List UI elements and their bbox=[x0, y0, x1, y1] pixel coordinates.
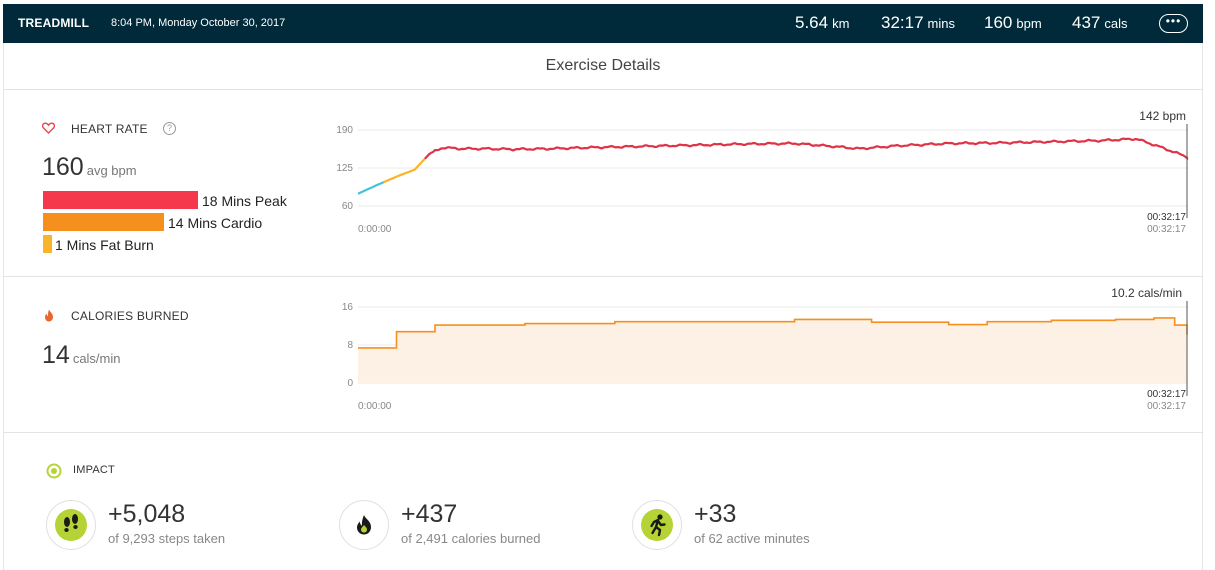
cal-y-tick: 16 bbox=[342, 302, 354, 313]
impact-label: IMPACT bbox=[73, 464, 115, 476]
heart-rate-chart[interactable]: 190 125 60 142 bpm 00:32:17 0:00:00 00:3… bbox=[330, 106, 1200, 236]
active-minutes-impact-value: +33 bbox=[694, 500, 737, 528]
steps-badge bbox=[46, 500, 96, 550]
more-options-icon[interactable]: ••• bbox=[1159, 14, 1188, 33]
heart-rate-stat: 160 bpm bbox=[984, 13, 1042, 33]
hr-y-tick: 60 bbox=[342, 201, 354, 212]
cal-x-start-label: 0:00:00 bbox=[358, 401, 392, 412]
calories-impact-detail: of 2,491 calories burned bbox=[401, 531, 541, 546]
calories-per-minute-value: 14 bbox=[42, 341, 70, 369]
calories-impact-value: +437 bbox=[401, 500, 458, 528]
hr-x-start-label: 0:00:00 bbox=[358, 224, 392, 235]
hr-cursor-value: 142 bpm bbox=[1139, 109, 1186, 123]
divider bbox=[3, 276, 1203, 277]
impact-target-icon bbox=[46, 463, 62, 479]
cal-cursor-value: 10.2 cals/min bbox=[1111, 286, 1182, 300]
fat-burn-zone-bar bbox=[43, 235, 52, 253]
calories-line bbox=[358, 317, 1188, 349]
cardio-zone-bar bbox=[43, 213, 164, 231]
distance-unit: km bbox=[832, 16, 850, 31]
page-title: Exercise Details bbox=[545, 57, 661, 74]
cal-cursor-time: 00:32:17 bbox=[1147, 389, 1186, 400]
hr-series-segment-0 bbox=[357, 181, 385, 195]
calories-per-minute: 14 cals/min bbox=[42, 341, 121, 370]
heart-icon bbox=[42, 122, 55, 134]
peak-zone-label: 18 Mins Peak bbox=[202, 193, 287, 209]
steps-badge-fill bbox=[55, 509, 87, 541]
help-icon[interactable]: ? bbox=[163, 122, 176, 135]
calories-unit: cals bbox=[1104, 16, 1128, 31]
hr-y-tick: 125 bbox=[336, 163, 353, 174]
peak-zone-bar bbox=[43, 191, 198, 209]
hr-cursor-time: 00:32:17 bbox=[1147, 212, 1186, 223]
avg-heart-rate-value: 160 bbox=[42, 153, 84, 181]
calories-chart[interactable]: 16 8 0 10.2 cals/min 00:32:17 0:00:00 00… bbox=[330, 284, 1200, 412]
heart-rate-unit: bpm bbox=[1016, 16, 1042, 31]
cardio-zone-label: 14 Mins Cardio bbox=[168, 215, 263, 231]
distance-value: 5.64 bbox=[795, 13, 829, 32]
divider bbox=[3, 432, 1203, 433]
calories-burned-label: CALORIES BURNED bbox=[71, 309, 189, 323]
avg-heart-rate: 160 avg bpm bbox=[42, 153, 137, 182]
footsteps-icon bbox=[64, 514, 78, 532]
duration-stat: 32:17 mins bbox=[881, 13, 955, 33]
heart-rate-label: HEART RATE bbox=[71, 122, 148, 136]
active-minutes-impact-detail: of 62 active minutes bbox=[694, 531, 810, 546]
fat-burn-zone-label: 1 Mins Fat Burn bbox=[55, 237, 154, 253]
cal-y-tick: 8 bbox=[347, 340, 353, 351]
hr-series-segment-1 bbox=[383, 158, 426, 184]
distance-stat: 5.64 km bbox=[795, 13, 849, 33]
active-minutes-badge bbox=[632, 500, 682, 550]
calories-value: 437 bbox=[1072, 13, 1101, 32]
hr-y-tick: 190 bbox=[336, 125, 353, 136]
exercise-header-bar: TREADMILL 8:04 PM, Monday October 30, 20… bbox=[3, 4, 1203, 43]
steps-impact-value: +5,048 bbox=[108, 500, 186, 528]
cal-y-tick: 0 bbox=[347, 378, 353, 389]
details-panel bbox=[3, 43, 1203, 570]
flame-icon bbox=[45, 309, 53, 322]
calories-per-minute-unit: cals/min bbox=[72, 351, 121, 366]
divider bbox=[3, 89, 1203, 90]
calories-badge-fill bbox=[348, 509, 380, 541]
heart-rate-value: 160 bbox=[984, 13, 1013, 32]
runner-icon bbox=[650, 514, 666, 537]
flame-icon bbox=[357, 515, 371, 535]
duration-value: 32:17 bbox=[881, 13, 924, 32]
steps-impact-detail: of 9,293 steps taken bbox=[108, 531, 226, 546]
cal-x-end-label: 00:32:17 bbox=[1147, 401, 1186, 412]
hr-series-segment-2 bbox=[424, 137, 1189, 161]
activity-type: TREADMILL bbox=[18, 16, 90, 30]
duration-unit: mins bbox=[927, 16, 955, 31]
avg-heart-rate-unit: avg bpm bbox=[86, 163, 137, 178]
calories-stat: 437 cals bbox=[1072, 13, 1128, 33]
active-minutes-badge-fill bbox=[641, 509, 673, 541]
calories-area bbox=[358, 317, 1187, 383]
hr-x-end-label: 00:32:17 bbox=[1147, 224, 1186, 235]
activity-datetime: 8:04 PM, Monday October 30, 2017 bbox=[111, 17, 286, 29]
calories-badge bbox=[339, 500, 389, 550]
